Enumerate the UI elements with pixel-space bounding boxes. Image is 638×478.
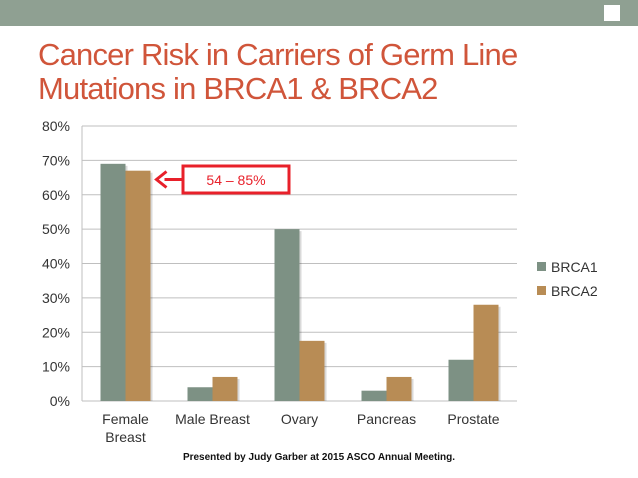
bar-brca1-ovary [274,229,300,401]
x-tick-label: Male Breast [175,411,250,427]
corner-square [604,5,620,21]
y-tick-label: 20% [42,324,70,340]
bar-brca2-male-breast [212,376,238,401]
legend-label-brca2: BRCA2 [551,283,598,299]
x-tick-label: Pancreas [357,411,416,427]
y-tick-label: 0% [50,393,70,409]
bar-brca2-ovary [299,340,325,401]
callout-label: 54 – 85% [206,172,265,188]
footer-credit: Presented by Judy Garber at 2015 ASCO An… [182,452,456,463]
legend-swatch-brca2 [537,286,546,295]
legend-label-brca1: BRCA1 [551,259,598,275]
y-tick-label: 60% [42,187,70,203]
bar-brca2-prostate [473,304,499,401]
bar-brca1-prostate [448,359,474,401]
x-tick-label: Prostate [447,411,499,427]
y-tick-label: 70% [42,152,70,168]
y-tick-label: 40% [42,256,70,272]
x-tick-label: Female [102,411,149,427]
y-tick-label: 80% [42,118,70,134]
bar-brca2-female-breast [125,170,151,401]
bar-brca2-pancreas [386,376,412,401]
bar-brca1-pancreas [361,390,387,401]
bar-brca1-female-breast [100,163,126,401]
y-tick-label: 50% [42,221,70,237]
title-line-2: Mutations in BRCA1 & BRCA2 [38,71,438,106]
y-tick-label: 30% [42,290,70,306]
x-tick-label: Breast [105,429,146,445]
y-tick-label: 10% [42,359,70,375]
callout-box [181,164,291,195]
x-tick-label: Ovary [281,411,318,427]
slide-title: Cancer Risk in Carriers of Germ Line Mut… [38,38,598,106]
legend-swatch-brca1 [537,262,546,271]
bar-brca1-male-breast [187,387,213,401]
top-bar [0,0,638,26]
callout-arrow-head [154,170,168,189]
title-line-1: Cancer Risk in Carriers of Germ Line [38,37,518,72]
